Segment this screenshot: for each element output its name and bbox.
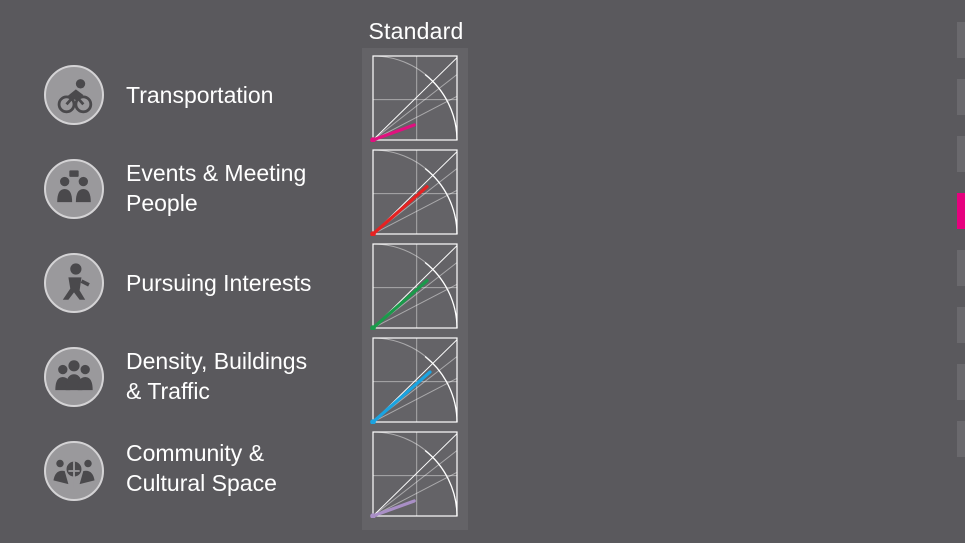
reference-line [372,283,458,329]
origin-dot [370,231,376,236]
diagram-svg [370,55,458,142]
diagram-svg [370,149,458,236]
origin-dot [370,325,376,330]
pager-tick[interactable] [957,421,965,457]
reference-line [372,57,458,141]
pager-tick[interactable] [957,193,965,229]
value-line [371,370,432,424]
crowd-icon [44,347,104,407]
pager-tick[interactable] [957,307,965,343]
category-row-transportation: Transportation [0,48,965,142]
pager-tick[interactable] [957,250,965,286]
reference-line [372,189,458,235]
category-label: Events & Meeting People [126,160,307,216]
category-label: Density, Buildings & Traffic [126,348,308,404]
reference-line [372,433,458,517]
value-line [371,279,429,330]
pager-tick[interactable] [957,79,965,115]
reference-line [372,74,458,141]
reference-line [372,95,458,141]
pager-tick[interactable] [957,364,965,400]
standard-diagram [369,336,461,424]
standard-diagram [369,430,461,518]
community-icon [44,441,104,501]
diagram-panel [362,48,468,530]
origin-dot [370,137,376,142]
arc-highlight [424,167,458,235]
pager-tick[interactable] [957,22,965,58]
standard-diagram [369,242,461,330]
reference-line [372,377,458,423]
diagram-frame [372,243,458,329]
reference-line [372,450,458,517]
category-label: Transportation [126,82,274,108]
category-row-community-cultural-space: Community & Cultural Space [0,424,965,518]
value-line [371,499,416,518]
diagram-svg [370,431,458,518]
diagram-svg [370,243,458,330]
value-line [371,123,416,142]
value-line [371,185,429,236]
origin-dot [370,419,376,424]
column-title: Standard [368,18,464,44]
category-row-events-meeting-people: Events & Meeting People [0,142,965,236]
standard-diagram [369,54,461,142]
meeting-people-icon [44,159,104,219]
category-row-pursuing-interests: Pursuing Interests [0,236,965,330]
diagram-frame [372,431,458,517]
category-label: Community & Cultural Space [126,440,277,496]
cyclist-icon [44,65,104,125]
standard-diagram [369,148,461,236]
reference-line [372,471,458,517]
arc-highlight [424,261,458,329]
origin-dot [370,513,376,518]
diagram-svg [370,337,458,424]
diagram-frame [372,337,458,423]
category-label: Pursuing Interests [126,270,312,296]
arc-highlight [424,355,458,423]
runner-icon [44,253,104,313]
diagram-frame [372,55,458,141]
arc-highlight [424,449,458,517]
arc-highlight [424,73,458,141]
pager-tick[interactable] [957,136,965,172]
category-row-density-buildings-traffic: Density, Buildings & Traffic [0,330,965,424]
diagram-frame [372,149,458,235]
